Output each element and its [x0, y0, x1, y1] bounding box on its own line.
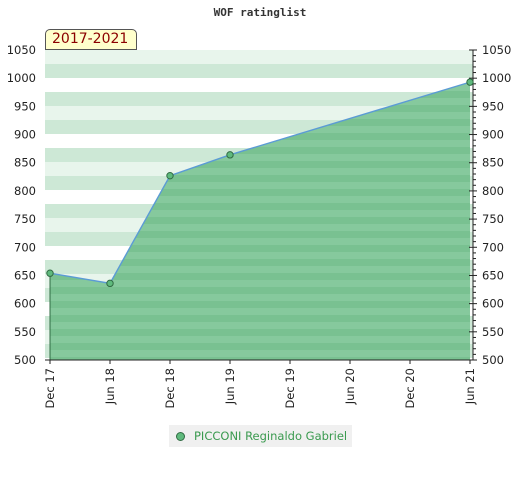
y-tick-label-right: 1050 — [482, 43, 511, 57]
y-tick-label-left: 550 — [14, 325, 36, 339]
y-tick-label-right: 500 — [482, 353, 504, 367]
legend-label: PICCONI Reginaldo Gabriel — [194, 429, 348, 443]
y-tick-label-left: 600 — [14, 297, 36, 311]
period-badge: 2017-2021 — [45, 29, 138, 50]
y-tick-label-left: 650 — [14, 268, 36, 282]
y-tick-label-right: 650 — [482, 268, 504, 282]
background-band — [45, 78, 473, 92]
marks — [46, 78, 474, 288]
legend-marker-icon — [176, 431, 185, 441]
y-tick-label-right: 700 — [482, 240, 504, 254]
y-tick-label-right: 850 — [482, 156, 504, 170]
y-tick-label-left: 950 — [14, 99, 36, 113]
x-tick-label: Dec 20 — [403, 368, 417, 409]
y-tick-label-left: 1000 — [7, 71, 36, 85]
x-tick-label: Dec 17 — [43, 368, 57, 409]
background-band — [45, 64, 473, 78]
y-tick-label-right: 1000 — [482, 71, 511, 85]
y-tick-label-left: 750 — [14, 212, 36, 226]
x-tick-label: Dec 19 — [283, 368, 297, 409]
y-tick-label-left: 850 — [14, 156, 36, 170]
legend[interactable]: PICCONI Reginaldo Gabriel — [169, 425, 352, 447]
background-band — [45, 92, 473, 106]
y-tick-label-right: 900 — [482, 128, 504, 142]
y-tick-label-left: 800 — [14, 184, 36, 198]
y-tick-label-right: 800 — [482, 184, 504, 198]
y-tick-label-right: 600 — [482, 297, 504, 311]
x-tick-label: Jun 21 — [463, 368, 477, 405]
background-band — [45, 50, 473, 64]
x-tick-label: Jun 18 — [103, 368, 117, 405]
data-point — [226, 151, 234, 159]
chart-title: WOF ratinglist — [213, 6, 307, 19]
data-point — [106, 279, 114, 288]
data-point — [166, 171, 174, 180]
data-point — [46, 269, 54, 277]
x-tick-label: Jun 20 — [343, 368, 357, 405]
y-tick-label-right: 950 — [482, 99, 504, 113]
y-tick-label-right: 550 — [482, 325, 504, 339]
axes: 500 500 550 550 600 600 650 650 700 700 750 750 800 8… — [7, 43, 512, 409]
data-point — [466, 78, 474, 86]
y-tick-label-left: 500 — [14, 353, 36, 367]
y-tick-label-left: 1050 — [7, 43, 36, 57]
series-area — [50, 82, 470, 361]
y-tick-label-left: 900 — [14, 128, 36, 142]
x-tick-label: Jun 19 — [223, 368, 237, 405]
x-tick-label: Dec 18 — [163, 368, 177, 409]
y-tick-label-right: 750 — [482, 212, 504, 226]
y-tick-label-left: 700 — [14, 240, 36, 254]
